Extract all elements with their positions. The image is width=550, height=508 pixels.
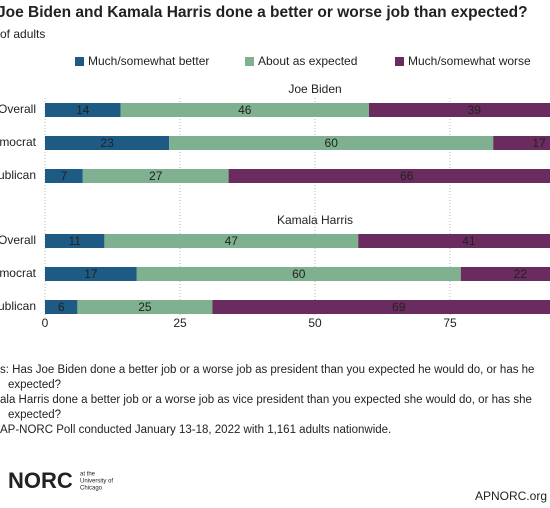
panel-title: Joe Biden: [288, 82, 341, 96]
value-label: 60: [292, 267, 306, 281]
legend-swatch: [75, 57, 84, 66]
value-label: 17: [84, 267, 98, 281]
legend-swatch: [395, 57, 404, 66]
y-tick-label: Overall: [0, 233, 36, 247]
value-label: 25: [138, 300, 152, 314]
legend-label: Much/somewhat worse: [408, 54, 531, 68]
value-label: 11: [68, 234, 81, 248]
logo: NORC: [8, 468, 73, 493]
value-label: 23: [100, 136, 114, 150]
bar-segment: [493, 136, 550, 150]
value-label: 22: [514, 267, 528, 281]
bar-segment: [228, 169, 550, 183]
y-tick-label: mocrat: [0, 266, 37, 280]
value-label: 60: [325, 136, 339, 150]
bar-segment: [82, 169, 229, 183]
chart-subtitle: of adults: [0, 27, 45, 41]
value-label: 69: [392, 300, 406, 314]
value-label: 41: [462, 234, 476, 248]
value-label: 17: [532, 136, 546, 150]
website: APNORC.org: [475, 489, 547, 503]
value-label: 6: [58, 300, 65, 314]
note: expected?: [8, 409, 61, 421]
y-tick-label: ublican: [0, 299, 36, 313]
bar-segment: [45, 234, 105, 248]
bar-segment: [45, 267, 137, 281]
bar-segment: [104, 234, 359, 248]
bar-segment: [212, 300, 550, 314]
logo-sub: University of: [80, 479, 113, 485]
bar-segment: [369, 103, 550, 117]
panel-title: Kamala Harris: [277, 213, 353, 227]
value-label: 7: [61, 169, 68, 183]
bar-segment: [45, 169, 83, 183]
legend-label: Much/somewhat better: [88, 54, 209, 68]
value-label: 66: [400, 169, 414, 183]
bar-segment: [120, 103, 369, 117]
chart-title: Joe Biden and Kamala Harris done a bette…: [0, 4, 528, 21]
logo-sub: Chicago: [80, 486, 103, 492]
bar-segment: [45, 300, 78, 314]
x-tick-label: 25: [173, 316, 187, 330]
bar-segment: [358, 234, 550, 248]
value-label: 47: [225, 234, 239, 248]
value-label: 39: [468, 103, 482, 117]
note: expected?: [8, 379, 61, 391]
note: ala Harris done a better job or a worse …: [0, 394, 532, 406]
bar-segment: [169, 136, 494, 150]
value-label: 46: [238, 103, 252, 117]
legend-label: About as expected: [258, 54, 357, 68]
value-label: 27: [149, 169, 163, 183]
bar-segment: [77, 300, 213, 314]
x-tick-label: 0: [42, 316, 49, 330]
y-tick-label: mocrat: [0, 135, 37, 149]
logo-sub: at the: [80, 472, 96, 478]
y-tick-label: ublican: [0, 168, 36, 182]
note: s: Has Joe Biden done a better job or a …: [0, 364, 534, 376]
y-tick-label: Overall: [0, 102, 36, 116]
bar-segment: [45, 103, 121, 117]
bar-segment: [136, 267, 461, 281]
legend-swatch: [245, 57, 254, 66]
x-tick-label: 75: [443, 316, 457, 330]
x-tick-label: 50: [308, 316, 322, 330]
value-label: 14: [76, 103, 90, 117]
bar-segment: [45, 136, 170, 150]
bar-segment: [460, 267, 550, 281]
note: AP-NORC Poll conducted January 13-18, 20…: [0, 424, 391, 436]
